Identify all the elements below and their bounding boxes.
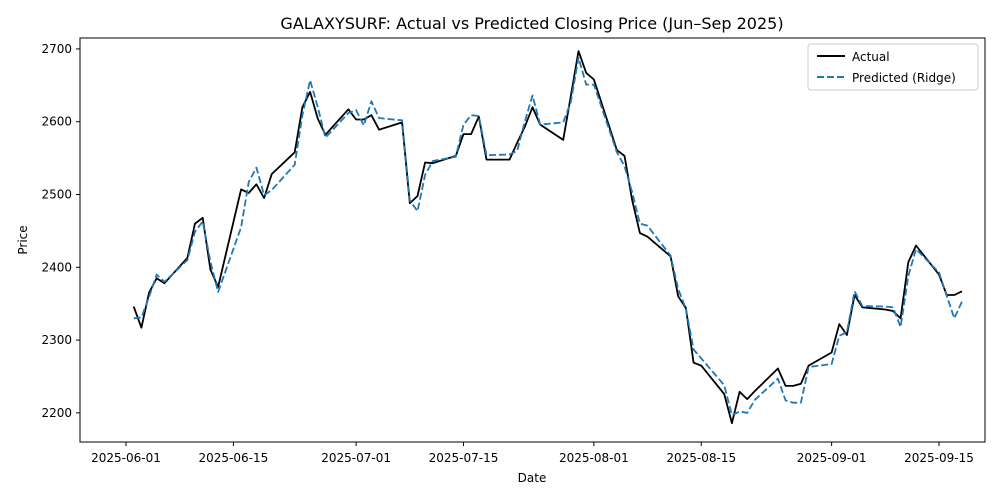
y-axis-label: Price xyxy=(16,225,30,254)
y-tick-label: 2600 xyxy=(41,115,72,129)
y-tick-label: 2400 xyxy=(41,260,72,274)
x-tick-label: 2025-07-01 xyxy=(321,451,391,465)
x-tick-label: 2025-07-15 xyxy=(429,451,499,465)
x-tick-label: 2025-09-15 xyxy=(904,451,974,465)
series-line-predicted xyxy=(133,56,963,417)
y-tick-label: 2500 xyxy=(41,188,72,202)
x-tick-label: 2025-06-15 xyxy=(199,451,269,465)
y-axis-ticks: 2200 2300 2400 2500 2600 2700 xyxy=(41,42,80,420)
legend-label-predicted: Predicted (Ridge) xyxy=(852,71,956,85)
x-tick-label: 2025-06-01 xyxy=(91,451,161,465)
x-axis-ticks: 2025-06-01 2025-06-15 2025-07-01 2025-07-15… xyxy=(91,442,974,465)
legend: Actual Predicted (Ridge) xyxy=(807,43,979,91)
x-axis-label: Date xyxy=(518,471,547,485)
chart-title: GALAXYSURF: Actual vs Predicted Closing … xyxy=(280,14,783,33)
plot-frame xyxy=(79,37,986,443)
legend-label-actual: Actual xyxy=(852,50,890,64)
y-tick-label: 2700 xyxy=(41,42,72,56)
x-tick-label: 2025-08-01 xyxy=(559,451,629,465)
x-tick-label: 2025-08-15 xyxy=(666,451,736,465)
x-tick-label: 2025-09-01 xyxy=(797,451,867,465)
legend-box xyxy=(807,43,979,91)
y-tick-label: 2300 xyxy=(41,333,72,347)
plot-area xyxy=(79,37,986,443)
y-tick-label: 2200 xyxy=(41,406,72,420)
series-layer xyxy=(132,50,963,425)
